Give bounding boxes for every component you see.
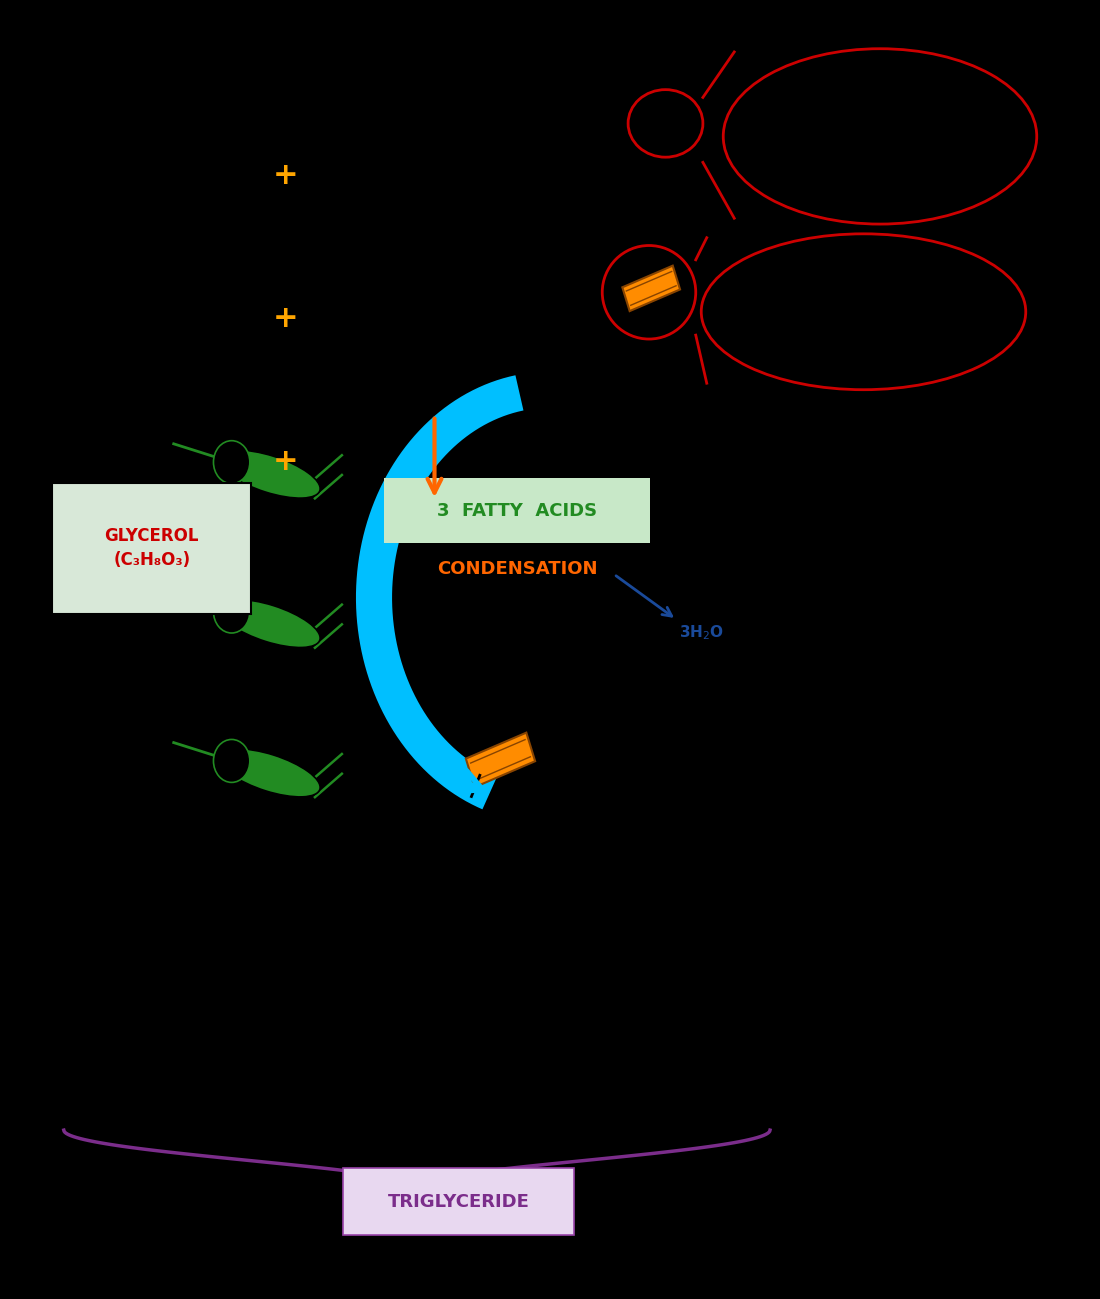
Polygon shape [623,266,680,310]
Circle shape [213,590,250,633]
Text: CONDENSATION: CONDENSATION [437,560,597,578]
Text: 3H$_2$O: 3H$_2$O [680,624,724,642]
Circle shape [213,739,250,782]
FancyBboxPatch shape [384,478,650,543]
Text: TRIGLYCERIDE: TRIGLYCERIDE [388,1192,529,1211]
Text: 3  FATTY  ACIDS: 3 FATTY ACIDS [437,501,597,520]
FancyBboxPatch shape [52,483,251,614]
Ellipse shape [219,600,320,647]
FancyBboxPatch shape [343,1168,574,1235]
Text: +: + [273,304,299,333]
Ellipse shape [219,451,320,498]
Text: +: + [273,447,299,475]
Ellipse shape [219,750,320,796]
Polygon shape [466,733,535,787]
Circle shape [213,440,250,483]
Text: GLYCEROL
(C₃H₈O₃): GLYCEROL (C₃H₈O₃) [104,527,199,569]
Text: +: + [273,161,299,190]
